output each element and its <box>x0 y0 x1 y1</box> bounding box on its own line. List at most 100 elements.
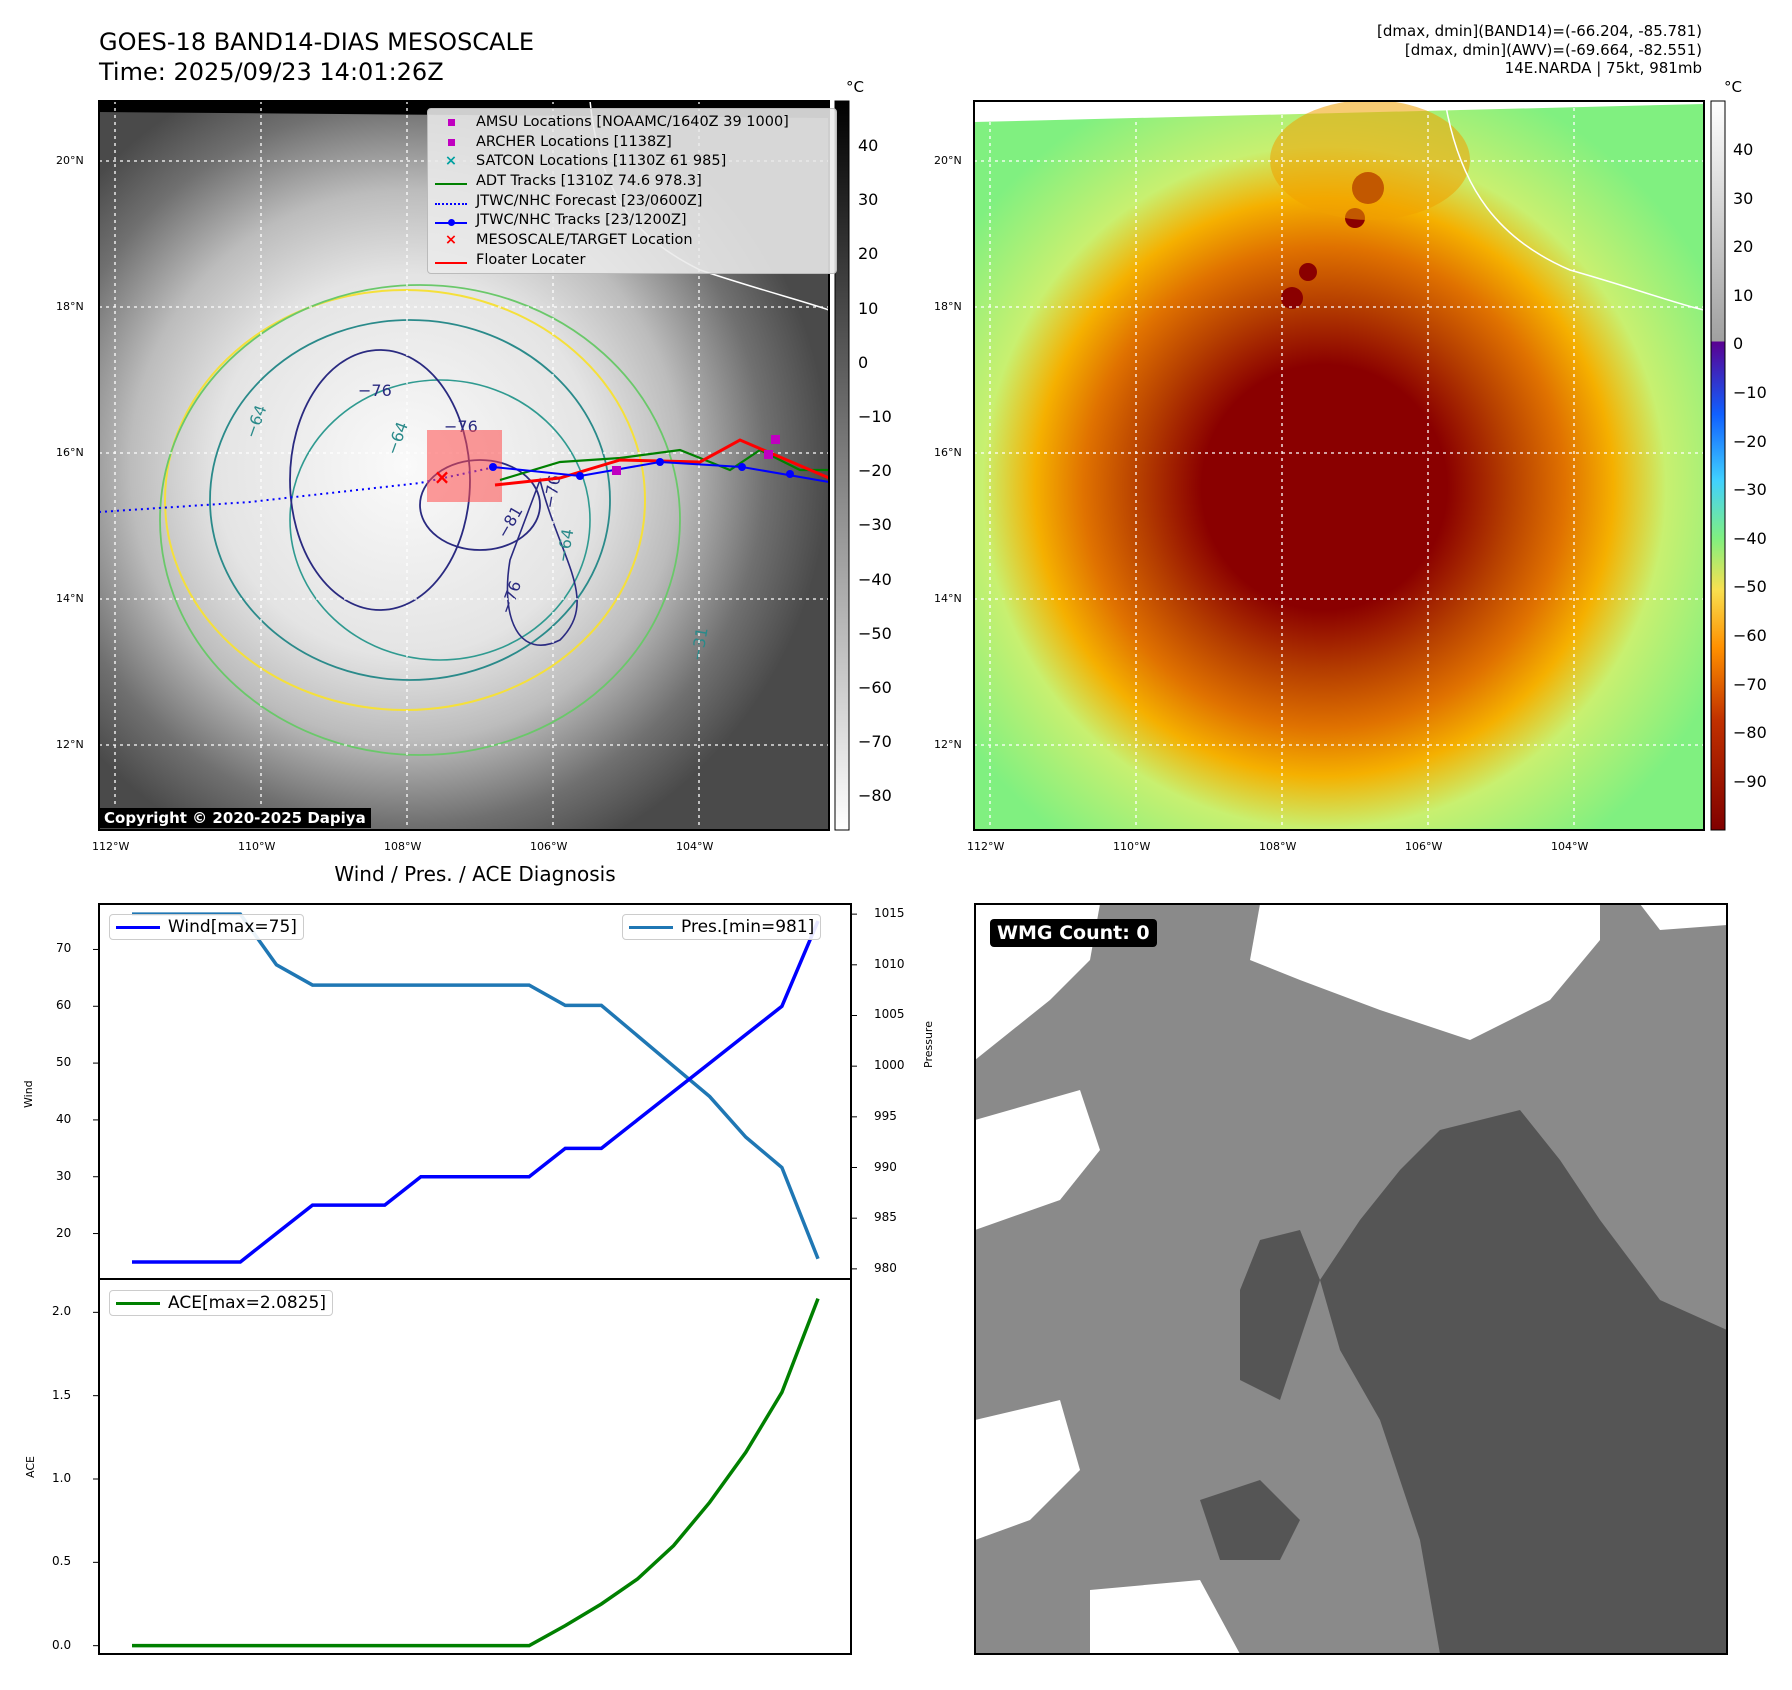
ace-tick-label: 1.5 <box>52 1387 72 1402</box>
pressure-line <box>132 912 820 1260</box>
pressure-tick-label: 990 <box>874 1159 897 1174</box>
colorbar-2-tick: −70 <box>1733 674 1767 694</box>
colorbar-2-tick: −10 <box>1733 383 1767 402</box>
contour-label: −76 <box>358 381 392 400</box>
colorbar-1-tick: 40 <box>858 136 879 155</box>
colorbar-2-tick: −30 <box>1733 480 1767 500</box>
map2-gridlines <box>974 101 1704 830</box>
colorbar-2-tick: 40 <box>1733 140 1754 159</box>
info-band14: [dmax, dmin](BAND14)=(-66.204, -85.781) <box>1377 22 1702 40</box>
colorbar-2-unit: °C <box>1724 78 1742 96</box>
wmg-clear <box>1090 1580 1240 1654</box>
ace-axis-label: ACE <box>24 1456 37 1478</box>
legend-item: AMSU Locations [NOAAMC/1640Z 39 1000] <box>434 112 830 132</box>
colorbar-2-tick: −80 <box>1733 723 1767 743</box>
legend-item: Floater Locater <box>434 250 830 270</box>
wmg-clear <box>1250 904 1600 1040</box>
ace-tick-label: 0.0 <box>52 1637 72 1652</box>
wind-pres-frame <box>98 903 852 1280</box>
wmg-frame <box>974 903 1728 1655</box>
map2-frame <box>973 100 1705 831</box>
ace-tick-label: 2.0 <box>52 1304 72 1319</box>
legend-label: AMSU Locations [NOAAMC/1640Z 39 1000] <box>476 113 789 130</box>
wind-tick-label: 30 <box>56 1168 72 1183</box>
legend-item: JTWC/NHC Tracks [23/1200Z] <box>434 210 830 230</box>
map1-lon-label: 112°W <box>92 840 130 853</box>
info-storm: 14E.NARDA | 75kt, 981mb <box>1504 59 1702 77</box>
contour-teal-inner <box>289 379 591 661</box>
colorbar-1-tick: −10 <box>858 407 892 426</box>
colorbar-2-tick: 0 <box>1733 334 1744 354</box>
map2-lon-label: 106°W <box>1405 840 1443 853</box>
wind-legend: Wind[max=75] <box>109 914 304 940</box>
wmg-count-badge: WMG Count: 0 <box>990 919 1157 947</box>
track-point <box>656 458 664 466</box>
convective-cell <box>1281 287 1303 309</box>
legend-item: ADT Tracks [1310Z 74.6 978.3] <box>434 171 830 191</box>
map1-lon-label: 108°W <box>384 840 422 853</box>
track-point <box>738 463 746 471</box>
map1-lat-label: 14°N <box>56 592 84 605</box>
contour-yellow <box>164 289 646 711</box>
legend-swatch <box>434 215 468 227</box>
wind-legend-label: Wind[max=75] <box>168 917 297 937</box>
colorbar-1-tick: 10 <box>858 298 879 318</box>
colorbar-1-unit: °C <box>846 78 864 96</box>
convective-cell <box>1299 263 1317 281</box>
pressure-tick-label: 1005 <box>874 1007 905 1022</box>
copyright-badge: Copyright © 2020-2025 Dapiya <box>99 808 371 828</box>
pressure-tick-label: 980 <box>874 1260 897 1275</box>
legend-swatch <box>434 176 468 186</box>
ace-plot <box>93 1297 820 1648</box>
title-line-1: GOES-18 BAND14-DIAS MESOSCALE <box>99 28 535 56</box>
pressure-tick-label: 985 <box>874 1210 897 1225</box>
pressure-tick-label: 1015 <box>874 906 905 921</box>
legend-label: MESOSCALE/TARGET Location <box>476 231 693 248</box>
track-point <box>786 470 794 478</box>
info-awv: [dmax, dmin](AWV)=(-69.664, -82.551) <box>1404 40 1702 59</box>
pressure-tick-label: 1010 <box>874 956 905 971</box>
wmg-cold <box>1320 1110 1727 1654</box>
wmg-cold <box>1240 1230 1320 1400</box>
map2-lat-label: 12°N <box>934 738 962 751</box>
legend-swatch: × <box>444 231 458 248</box>
colorbar-1-tick: −40 <box>858 569 892 589</box>
diagnosis-title: Wind / Pres. / ACE Diagnosis <box>334 862 616 886</box>
pressure-axis-label: Pressure <box>922 1021 935 1068</box>
legend-label: JTWC/NHC Forecast [23/0600Z] <box>476 192 703 209</box>
legend-item: JTWC/NHC Forecast [23/0600Z] <box>434 191 830 211</box>
pressure-tick-label: 1000 <box>874 1058 905 1073</box>
wmg-clear <box>1640 904 1727 930</box>
map1-frame <box>98 100 830 831</box>
map2-lat-label: 20°N <box>934 154 962 167</box>
colorbar-2-tick: −40 <box>1733 528 1767 548</box>
wmg-clear <box>975 1400 1080 1540</box>
legend-label: SATCON Locations [1130Z 61 985] <box>476 153 727 170</box>
pressure-legend-swatch <box>629 925 673 929</box>
legend-swatch <box>434 137 468 147</box>
title-line-2: Time: 2025/09/23 14:01:26Z <box>99 58 444 86</box>
legend-swatch <box>434 196 468 206</box>
colorbar-1-tick: −60 <box>858 678 892 697</box>
map1-lat-label: 12°N <box>56 738 84 751</box>
map2-lon-label: 110°W <box>1113 840 1151 853</box>
ace-legend: ACE[max=2.0825] <box>109 1290 333 1316</box>
wind-pres-plot <box>93 912 857 1270</box>
map-legend: AMSU Locations [NOAAMC/1640Z 39 1000] ARC… <box>427 108 837 274</box>
colorbar-2 <box>1710 100 1726 831</box>
ace-tick-label: 0.5 <box>52 1554 72 1569</box>
map1-lat-label: 18°N <box>56 300 84 313</box>
wind-legend-swatch <box>116 925 160 929</box>
colorbar-2-tick: 30 <box>1733 188 1754 208</box>
map1-lat-label: 20°N <box>56 154 84 167</box>
colorbar-2-tick: −50 <box>1733 577 1767 597</box>
ir-color-map <box>974 100 1705 830</box>
colorbar-2-tick: −90 <box>1733 771 1767 791</box>
map2-lat-label: 16°N <box>934 446 962 459</box>
map1-lat-label: 16°N <box>56 446 84 459</box>
colorbar-2-tick: 20 <box>1733 237 1754 257</box>
colorbar-2-tick: 10 <box>1733 285 1754 305</box>
legend-swatch <box>434 117 468 127</box>
wind-tick-label: 40 <box>56 1111 72 1126</box>
legend-item: ARCHER Locations [1138Z] <box>434 132 830 152</box>
